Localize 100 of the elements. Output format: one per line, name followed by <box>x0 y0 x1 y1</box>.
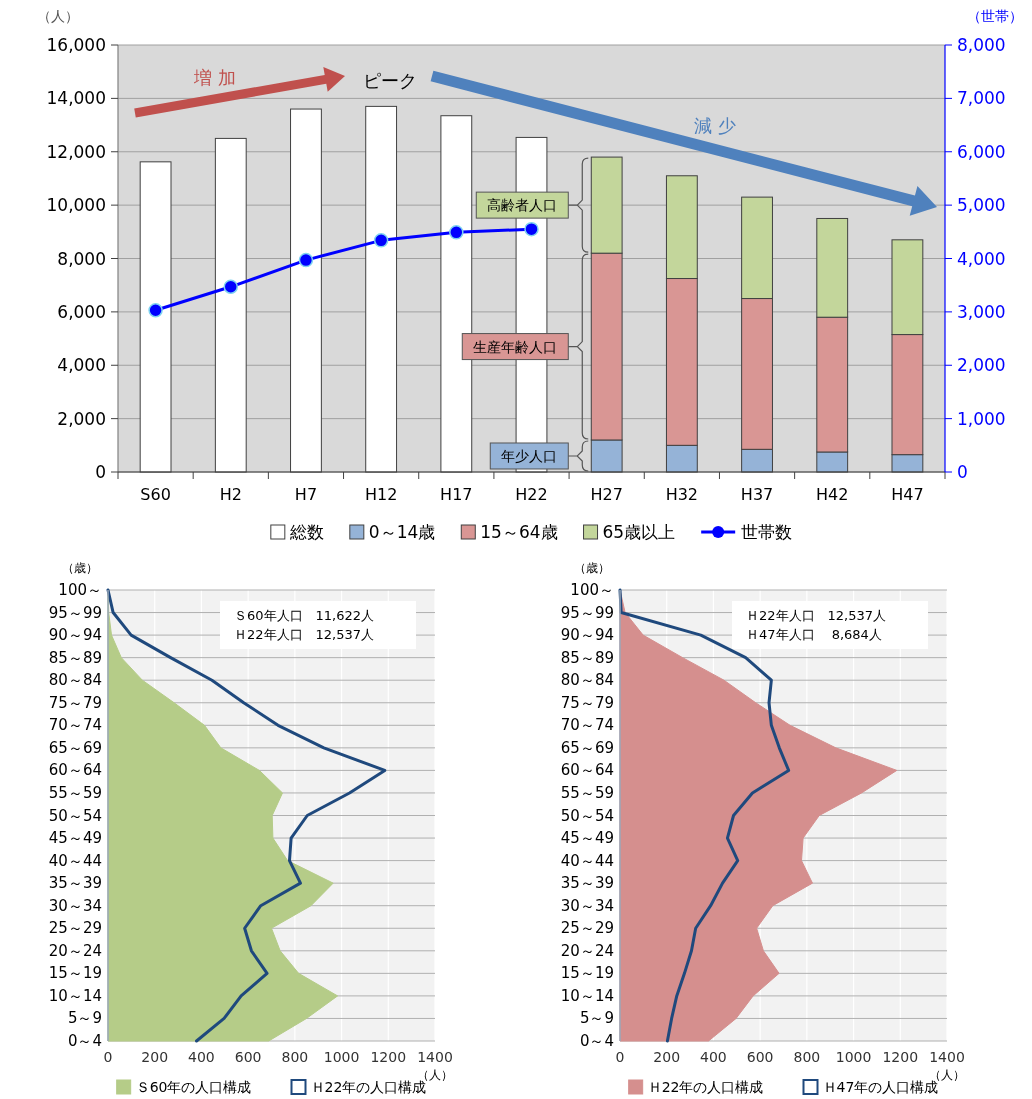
y-tick-label: 16,000 <box>46 35 106 55</box>
annotation: 年少人口 <box>501 447 558 464</box>
legend-label: 15～64歳 <box>480 522 558 542</box>
y-tick-label: 55～59 <box>560 783 614 802</box>
annotation: 増 加 <box>193 66 236 88</box>
y-tick-label: 10,000 <box>46 195 106 216</box>
annotation: 減 少 <box>694 114 736 136</box>
y-tick-label: 35～39 <box>560 874 614 893</box>
annotation: 高齢者人口 <box>487 197 558 214</box>
y-tick-label: 65～69 <box>48 738 102 757</box>
x-tick-label: H22 <box>515 484 548 504</box>
y-tick-label: 25～29 <box>48 919 102 938</box>
y-tick-label: 20～24 <box>560 941 614 960</box>
annotation: Ｓ60年人口 11,622人 <box>234 607 375 623</box>
y-tick-label: 14,000 <box>46 88 106 109</box>
y-tick-label: 95～99 <box>560 603 614 622</box>
x-tick-label: 1000 <box>835 1049 872 1065</box>
annotation: Ｈ47年人口 8,684人 <box>746 626 882 642</box>
annotation: Ｈ22年人口 12,537人 <box>234 626 375 642</box>
y-tick-label: 85～89 <box>48 648 102 667</box>
y-tick-label: 75～79 <box>48 693 102 712</box>
x-tick-label: 1200 <box>370 1049 407 1065</box>
legend-label: Ｈ22年の人口構成 <box>647 1079 764 1095</box>
y-axis-title: （人） <box>37 8 79 24</box>
y-tick-label: 60～64 <box>560 761 614 780</box>
y-tick-label: 2,000 <box>57 408 106 429</box>
x-tick-label: 400 <box>700 1049 727 1065</box>
point <box>449 225 464 240</box>
y-tick-label: 100～ <box>570 581 614 599</box>
y-tick-label: 10～14 <box>560 986 614 1005</box>
x-tick-label: 1400 <box>929 1049 965 1065</box>
y-tick-label: 12,000 <box>46 141 106 162</box>
y-tick-label: 55～59 <box>48 783 102 802</box>
x-tick-label: H47 <box>891 484 924 504</box>
y-tick-label: 30～34 <box>560 896 614 915</box>
y2-tick-label: 1,000 <box>957 408 1006 429</box>
y-tick-label: 4,000 <box>57 355 106 376</box>
y-tick-label: 90～94 <box>48 626 102 645</box>
x-tick-label: 200 <box>141 1049 169 1065</box>
x-tick-label: 1200 <box>882 1049 919 1065</box>
y-tick-label: 70～74 <box>560 716 614 735</box>
legend-label: Ｓ60年の人口構成 <box>135 1079 252 1095</box>
x-tick-label: 400 <box>188 1049 215 1065</box>
y-tick-label: 35～39 <box>48 874 102 893</box>
point <box>373 233 389 248</box>
y-tick-label: 40～44 <box>560 851 614 870</box>
y-tick-label: 60～64 <box>48 761 102 780</box>
x-tick-label: 600 <box>234 1049 262 1065</box>
y-tick-label: 10～14 <box>48 986 102 1005</box>
y-tick-label: 45～49 <box>560 829 614 848</box>
y-tick-label: 80～84 <box>48 671 102 690</box>
y-tick-label: 45～49 <box>48 829 102 848</box>
y2-tick-label: 8,000 <box>957 35 1006 55</box>
x-tick-label: H27 <box>590 484 623 504</box>
y-tick-label: 90～94 <box>560 626 614 645</box>
x-tick-label: 800 <box>793 1049 821 1065</box>
point <box>524 221 539 237</box>
point <box>298 252 314 268</box>
y-tick-label: 6,000 <box>57 301 106 322</box>
x-tick-label: H17 <box>440 484 473 504</box>
x-tick-label: 800 <box>281 1049 309 1065</box>
y-tick-label: 5～9 <box>579 1009 614 1028</box>
x-tick-label: 0 <box>615 1049 625 1065</box>
legend-label: 総数 <box>288 522 324 542</box>
x-tick-label: H37 <box>740 484 774 504</box>
y-tick-label: 25～29 <box>560 919 614 938</box>
y-tick-label: 0～4 <box>579 1032 614 1050</box>
y2-tick-label: 7,000 <box>957 88 1006 109</box>
y-tick-label: 5～9 <box>67 1009 102 1028</box>
y-tick-label: 30～34 <box>48 896 102 915</box>
y-tick-label: 80～84 <box>560 671 614 690</box>
y2-tick-label: 3,000 <box>957 301 1006 322</box>
x-tick-label: H32 <box>665 484 699 504</box>
point <box>148 303 163 318</box>
y-tick-label: 50～54 <box>560 806 614 825</box>
x-tick-label: 1000 <box>323 1049 360 1065</box>
y2-axis-title: （世帯） <box>967 8 1023 24</box>
y-axis-title: （歳） <box>62 561 98 575</box>
y-tick-label: 8,000 <box>57 248 106 269</box>
y2-tick-label: 0 <box>957 462 968 482</box>
annotation: 生産年齢人口 <box>473 338 558 355</box>
y2-tick-label: 2,000 <box>957 355 1006 376</box>
x-tick-label: H2 <box>219 484 242 504</box>
y-tick-label: 0 <box>95 462 106 482</box>
x-tick-label: H7 <box>294 484 318 504</box>
legend-label: 65歳以上 <box>602 522 676 542</box>
y2-tick-label: 6,000 <box>957 141 1006 162</box>
y2-tick-label: 5,000 <box>957 195 1006 216</box>
y2-tick-label: 4,000 <box>957 248 1006 269</box>
y-tick-label: 15～19 <box>48 964 102 983</box>
x-tick-label: 1400 <box>417 1049 453 1065</box>
y-tick-label: 0～4 <box>67 1032 102 1050</box>
point <box>223 279 239 295</box>
y-tick-label: 50～54 <box>48 806 102 825</box>
y-tick-label: 75～79 <box>560 693 614 712</box>
x-tick-label: H42 <box>816 484 849 504</box>
y-tick-label: 100～ <box>58 581 102 599</box>
x-tick-label: H12 <box>364 484 398 504</box>
y-tick-label: 95～99 <box>48 603 102 622</box>
y-tick-label: 65～69 <box>560 738 614 757</box>
